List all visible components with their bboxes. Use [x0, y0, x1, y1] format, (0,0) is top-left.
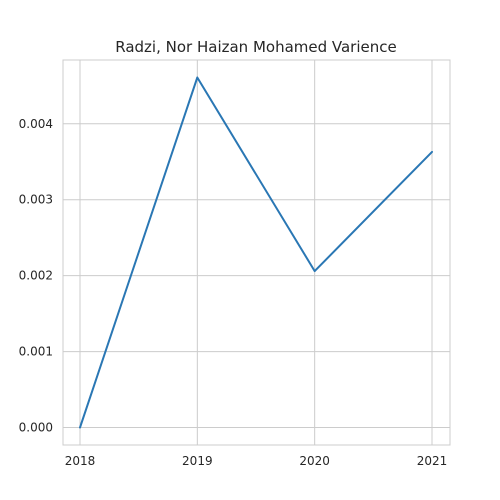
y-tick-label: 0.001 — [19, 345, 53, 359]
series-line — [79, 76, 433, 429]
x-tick-label: 2019 — [182, 454, 213, 468]
y-axis: 0.000 0.001 0.002 0.003 0.004 — [19, 117, 53, 435]
x-axis: 2018 2019 2020 2021 — [65, 454, 448, 468]
chart-title: Radzi, Nor Haizan Mohamed Varience — [115, 38, 396, 56]
series-group — [79, 76, 433, 429]
gridlines — [63, 60, 450, 445]
y-tick-label: 0.004 — [19, 117, 53, 131]
y-tick-label: 0.002 — [19, 269, 53, 283]
y-tick-label: 0.003 — [19, 193, 53, 207]
plot-area-frame — [62, 59, 451, 446]
x-tick-label: 2018 — [65, 454, 96, 468]
y-tick-label: 0.000 — [19, 421, 53, 435]
x-tick-label: 2021 — [417, 454, 448, 468]
x-tick-label: 2020 — [299, 454, 330, 468]
